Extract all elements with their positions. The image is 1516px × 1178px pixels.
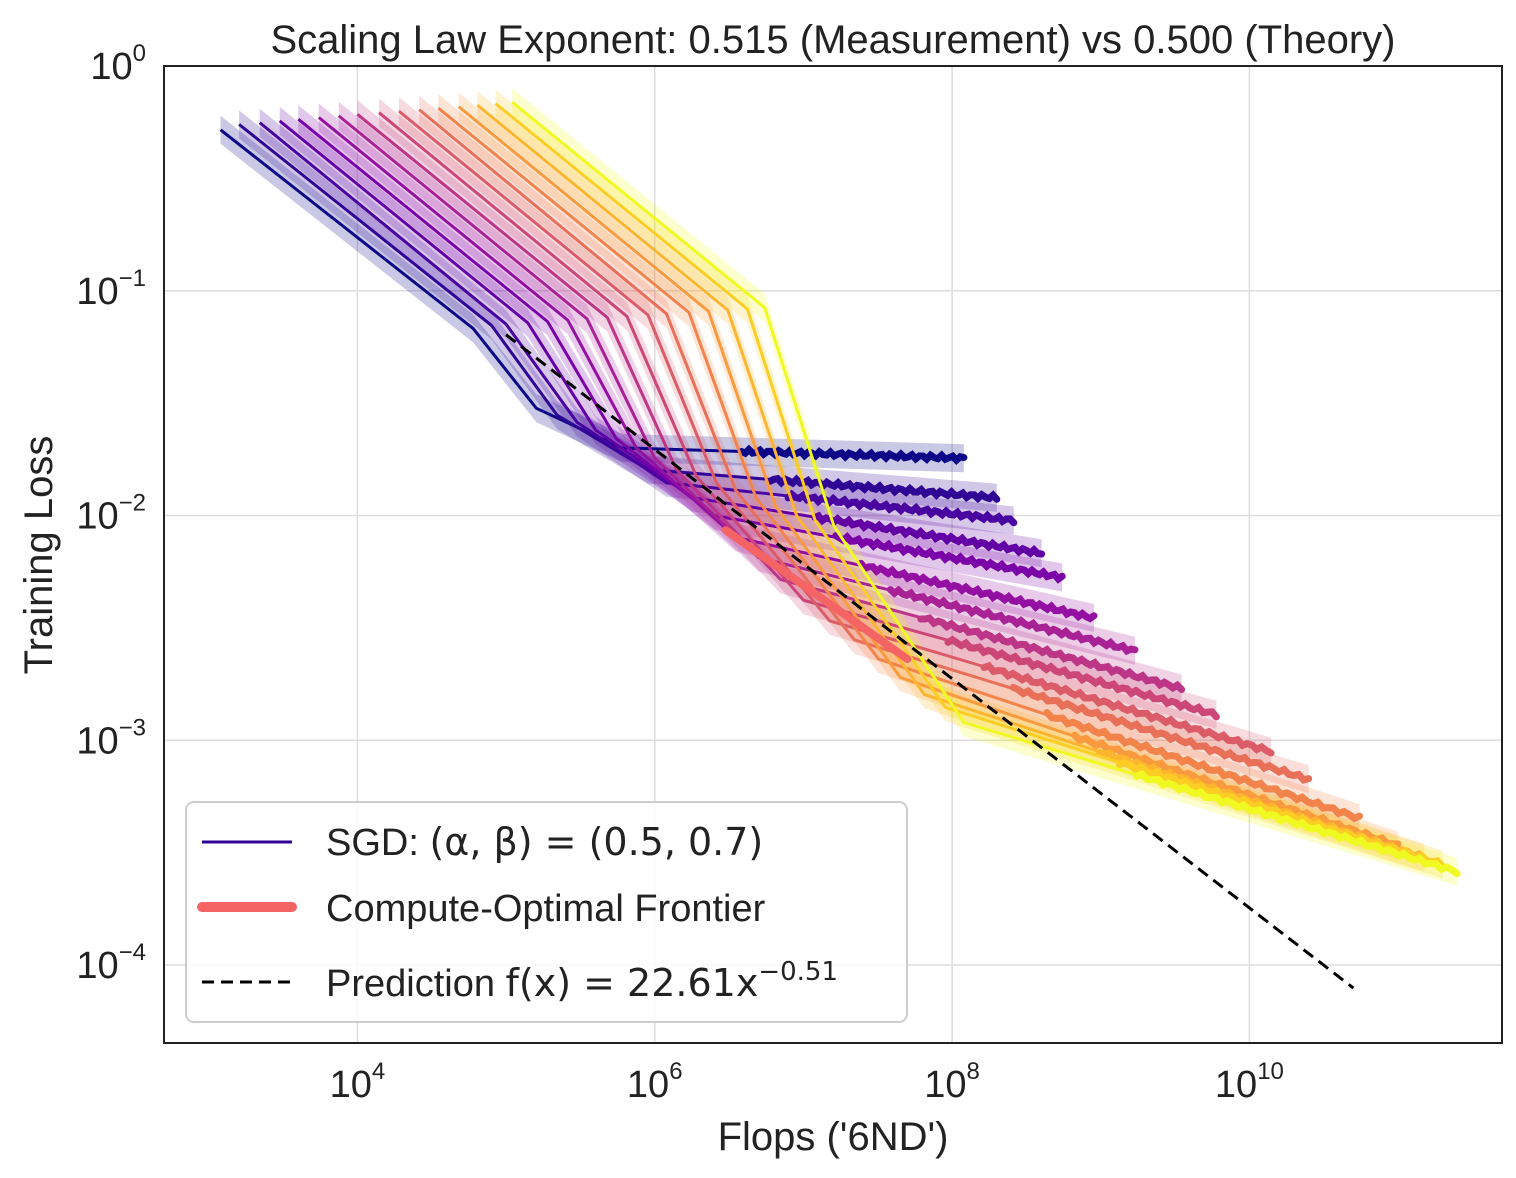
x-tick-label: 1010 xyxy=(1215,1058,1284,1106)
series-band xyxy=(495,89,1443,879)
legend-box xyxy=(185,801,908,1023)
x-axis-label: Flops ('6ND') xyxy=(718,1115,949,1159)
y-tick-label: 10−1 xyxy=(76,265,146,313)
series-line xyxy=(238,123,997,500)
legend-label-frontier: Compute-Optimal Frontier xyxy=(326,888,766,930)
series-line xyxy=(457,105,1399,848)
y-tick-base: 10 xyxy=(76,271,118,313)
x-tick-base: 10 xyxy=(330,1064,372,1106)
legend-prediction-math: f(x) = 22.61x xyxy=(506,961,759,1005)
series-line xyxy=(219,128,964,460)
chart-title: Scaling Law Exponent: 0.515 (Measurement… xyxy=(270,18,1395,62)
series-line xyxy=(356,113,1182,690)
legend-sgd-prefix: SGD: xyxy=(326,822,429,864)
series-line xyxy=(337,114,1136,653)
series-line xyxy=(317,116,1095,620)
series-tail xyxy=(857,559,1098,623)
series-tail xyxy=(811,511,1046,558)
legend: SGD: (α, β) = (0.5, 0.7) Compute-Optimal… xyxy=(185,801,908,1023)
series-tail xyxy=(917,614,1186,693)
series-band xyxy=(398,97,1272,766)
series-line xyxy=(511,101,1458,874)
y-tick-exponent: −2 xyxy=(119,490,146,517)
x-tick-label: 108 xyxy=(924,1058,980,1106)
y-tick-base: 10 xyxy=(76,945,118,987)
series-band xyxy=(298,105,1063,592)
series-line xyxy=(297,118,1063,579)
x-tick-exponent: 8 xyxy=(967,1058,980,1085)
y-tick-label: 100 xyxy=(90,40,146,88)
series-tail xyxy=(766,474,1001,504)
prediction-line xyxy=(505,333,1355,990)
legend-label-prediction: Prediction f(x) = 22.61x−0.51 xyxy=(326,957,838,1005)
series-tail xyxy=(832,532,1066,584)
series-band xyxy=(477,91,1425,872)
x-tick-label: 106 xyxy=(627,1058,683,1106)
series-line xyxy=(437,106,1360,820)
legend-prediction-prefix: Prediction xyxy=(326,963,506,1005)
x-tick-labels: 104 106 108 1010 xyxy=(330,1058,1284,1106)
frontier-group xyxy=(721,526,912,663)
y-tick-label: 10−3 xyxy=(76,714,146,762)
series-line xyxy=(418,108,1310,781)
series-tail xyxy=(944,635,1220,721)
x-tick-exponent: 6 xyxy=(669,1058,682,1085)
legend-sgd-math: (α, β) = (0.5, 0.7) xyxy=(429,820,763,864)
y-tick-base: 10 xyxy=(76,720,118,762)
prediction-group xyxy=(505,333,1355,990)
x-tick-exponent: 10 xyxy=(1257,1058,1284,1085)
series-tail xyxy=(886,585,1139,656)
series-tail xyxy=(1009,683,1313,784)
y-tick-exponent: 0 xyxy=(133,40,146,67)
series-tail xyxy=(980,661,1275,757)
series-band xyxy=(379,98,1217,729)
y-tick-exponent: −4 xyxy=(119,939,146,966)
y-tick-label: 10−4 xyxy=(76,939,146,987)
series-line xyxy=(397,109,1272,754)
y-tick-exponent: −1 xyxy=(119,265,146,292)
x-tick-base: 10 xyxy=(924,1064,966,1106)
series-lines xyxy=(219,101,1461,878)
legend-prediction-exponent: −0.51 xyxy=(758,957,838,987)
x-tick-label: 104 xyxy=(330,1058,386,1106)
x-tick-base: 10 xyxy=(1215,1064,1257,1106)
series-line xyxy=(278,119,1042,555)
legend-label-sgd: SGD: (α, β) = (0.5, 0.7) xyxy=(326,820,763,864)
series-line xyxy=(476,103,1425,860)
plot-frame xyxy=(163,65,1503,1044)
y-tick-base: 10 xyxy=(90,46,132,88)
x-tick-exponent: 4 xyxy=(372,1058,385,1085)
y-tick-base: 10 xyxy=(76,496,118,538)
frontier-line xyxy=(721,526,912,663)
series-tail xyxy=(1133,770,1461,878)
series-line xyxy=(378,111,1217,717)
series-line xyxy=(494,102,1444,866)
series-tail xyxy=(738,444,968,465)
y-axis-label: Training Loss xyxy=(17,436,61,675)
y-tick-label: 10−2 xyxy=(76,490,146,538)
series-line xyxy=(258,121,1014,522)
series-band xyxy=(512,88,1458,886)
y-tick-exponent: −3 xyxy=(119,714,146,741)
series-band xyxy=(419,95,1309,794)
series-tail xyxy=(1043,709,1363,823)
x-tick-base: 10 xyxy=(627,1064,669,1106)
